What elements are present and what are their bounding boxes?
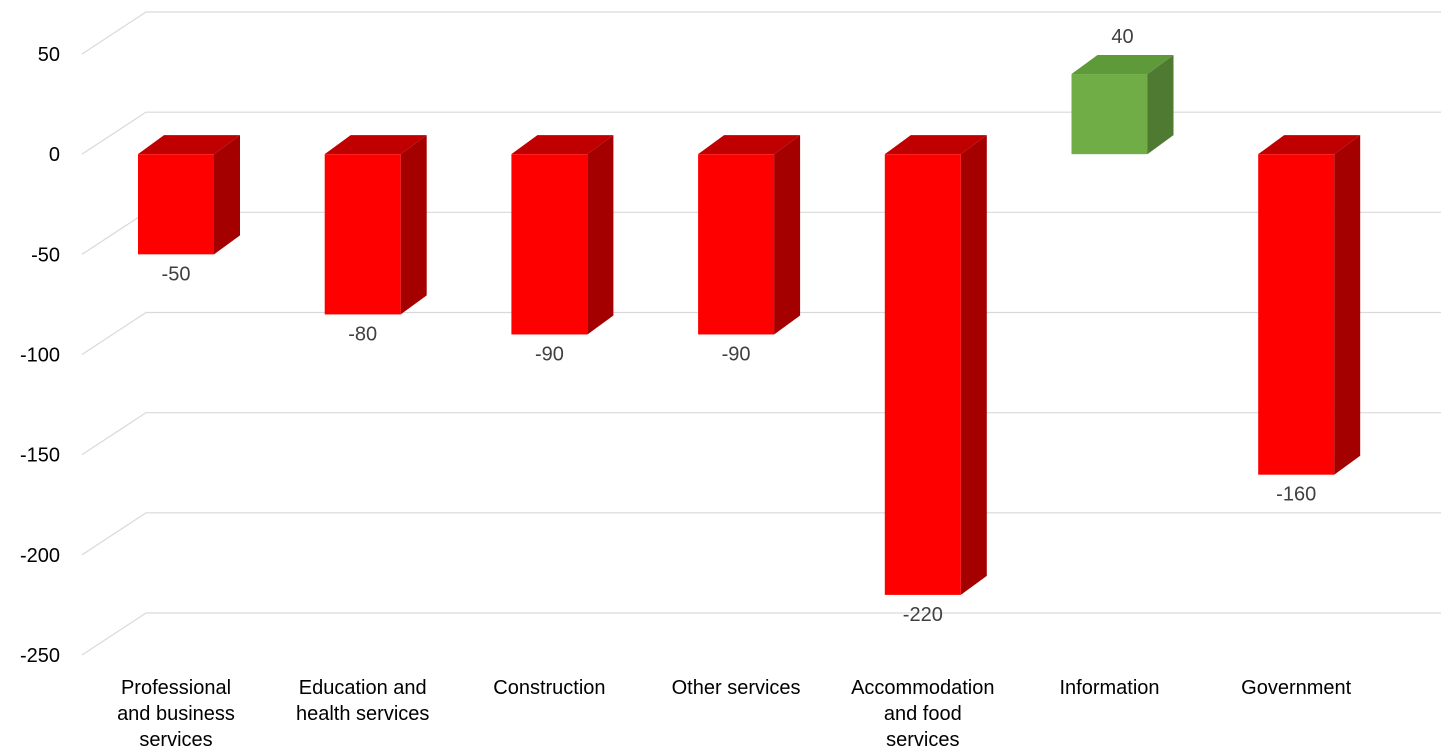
bar-front — [1071, 74, 1148, 155]
category-label-line: Other services — [672, 677, 801, 699]
category-label-line: Government — [1241, 677, 1351, 699]
bar — [511, 135, 614, 335]
bar-side — [587, 135, 614, 335]
bar-top — [1071, 55, 1174, 75]
bar — [1071, 55, 1174, 155]
data-label: -90 — [535, 343, 564, 365]
y-tick-label: 50 — [38, 44, 60, 66]
bar-side — [774, 135, 801, 335]
bar-side — [960, 135, 987, 595]
bar-front — [511, 154, 588, 335]
bar-side — [214, 135, 240, 255]
category-label-line: Education and — [299, 677, 427, 699]
bar-top — [324, 135, 427, 155]
bar-front — [138, 154, 214, 255]
category-label: Accommodation and food services — [851, 677, 994, 751]
data-label: -90 — [722, 343, 751, 365]
bar — [324, 135, 427, 315]
data-label: -50 — [162, 263, 191, 285]
category-label: Education and health services — [296, 677, 429, 725]
y-axis-tick-labels: 50 0 -50 -100 -150 -200 -250 — [20, 44, 60, 667]
bar-front — [884, 154, 961, 595]
gridline — [81, 111, 1441, 155]
data-label: -160 — [1276, 484, 1316, 506]
category-label-line: Professional — [121, 677, 231, 699]
gridline — [81, 512, 1441, 556]
category-label: Professional and business services — [117, 677, 235, 751]
bar-top — [698, 135, 801, 155]
bar-top — [138, 135, 240, 155]
bar-front — [324, 154, 401, 315]
gridline — [81, 11, 1441, 55]
category-label-line: health services — [296, 703, 429, 725]
bar-top — [1258, 135, 1361, 155]
gridline — [81, 612, 1441, 656]
gridline — [81, 311, 1441, 356]
category-label-line: Accommodation — [851, 677, 994, 699]
bar-front — [698, 154, 775, 335]
bar — [138, 135, 240, 255]
bar-front — [1258, 154, 1335, 475]
category-label: Other services — [672, 677, 801, 699]
category-label-line: Construction — [493, 677, 605, 699]
bar — [698, 135, 801, 335]
data-label: 40 — [1111, 26, 1133, 48]
gridline — [81, 412, 1441, 456]
category-label-line: services — [139, 729, 212, 751]
y-tick-label: -150 — [20, 445, 60, 467]
data-labels: -50 -80 -90 -90 -220 40 -160 — [162, 26, 1317, 626]
category-label-line: Information — [1059, 677, 1159, 699]
category-label-line: and business — [117, 703, 235, 725]
category-label: Construction — [493, 677, 605, 699]
category-label-line: and food — [884, 703, 962, 725]
bar-top — [511, 135, 614, 155]
category-labels: Professional and business services Educatio… — [117, 677, 1352, 751]
data-label: -220 — [903, 604, 943, 626]
bars — [138, 55, 1361, 595]
y-tick-label: 0 — [49, 144, 60, 166]
bar-top — [884, 135, 987, 155]
bar-side — [400, 135, 427, 315]
bar-side — [1147, 55, 1174, 155]
bar — [1258, 135, 1361, 475]
category-label: Government — [1241, 677, 1351, 699]
bar-side — [1334, 135, 1361, 475]
category-label: Information — [1059, 677, 1159, 699]
y-tick-label: -250 — [20, 645, 60, 667]
y-tick-label: -100 — [20, 345, 60, 367]
y-tick-label: -200 — [20, 545, 60, 567]
bar — [884, 135, 987, 595]
data-label: -80 — [348, 323, 377, 345]
category-label-line: services — [886, 729, 959, 751]
y-tick-label: -50 — [31, 244, 60, 266]
